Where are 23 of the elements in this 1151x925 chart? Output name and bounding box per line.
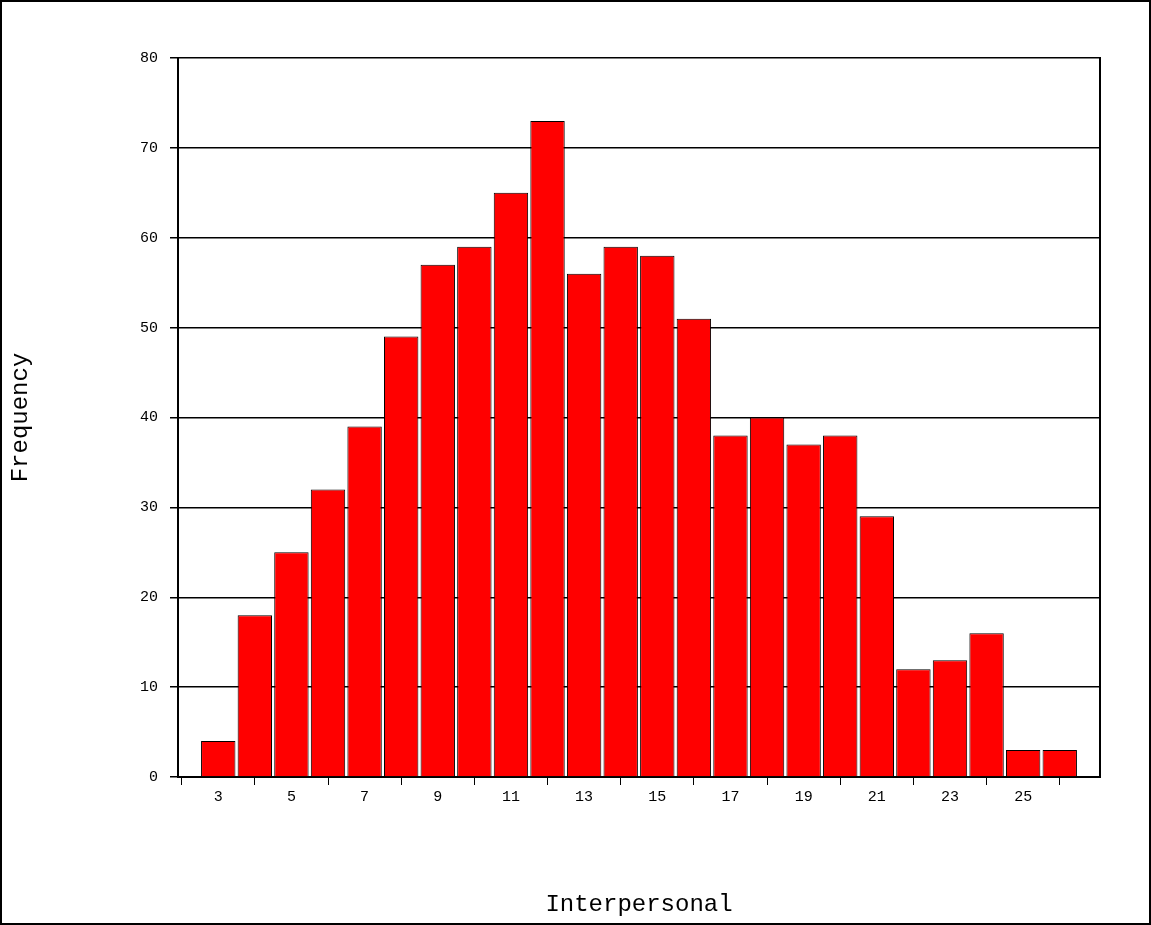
x-tick-label: 9	[433, 788, 443, 806]
x-tick-label: 5	[286, 788, 296, 806]
y-tick-label: 60	[139, 229, 158, 247]
x-tick-label: 3	[213, 788, 223, 806]
y-tick-label: 20	[139, 589, 158, 607]
x-tick-label: 23	[940, 788, 959, 806]
x-tick-label: 17	[721, 788, 740, 806]
x-tick-label: 13	[575, 788, 594, 806]
x-tick-label: 7	[360, 788, 370, 806]
x-tick-label: 19	[794, 788, 813, 806]
x-axis-title: Interpersonal	[545, 890, 733, 918]
y-tick-label: 40	[139, 409, 158, 427]
y-tick-label: 70	[139, 139, 158, 157]
y-tick-label: 0	[148, 768, 158, 786]
y-tick-label: 30	[139, 499, 158, 517]
x-tick-label: 21	[867, 788, 886, 806]
y-tick-label: 50	[139, 319, 158, 337]
y-tick-label: 10	[139, 679, 158, 697]
y-axis-title: Frequency	[6, 352, 34, 483]
y-tick-label: 80	[139, 49, 158, 67]
x-tick-label: 15	[648, 788, 667, 806]
x-tick-label: 11	[501, 788, 520, 806]
x-tick-label: 25	[1014, 788, 1033, 806]
